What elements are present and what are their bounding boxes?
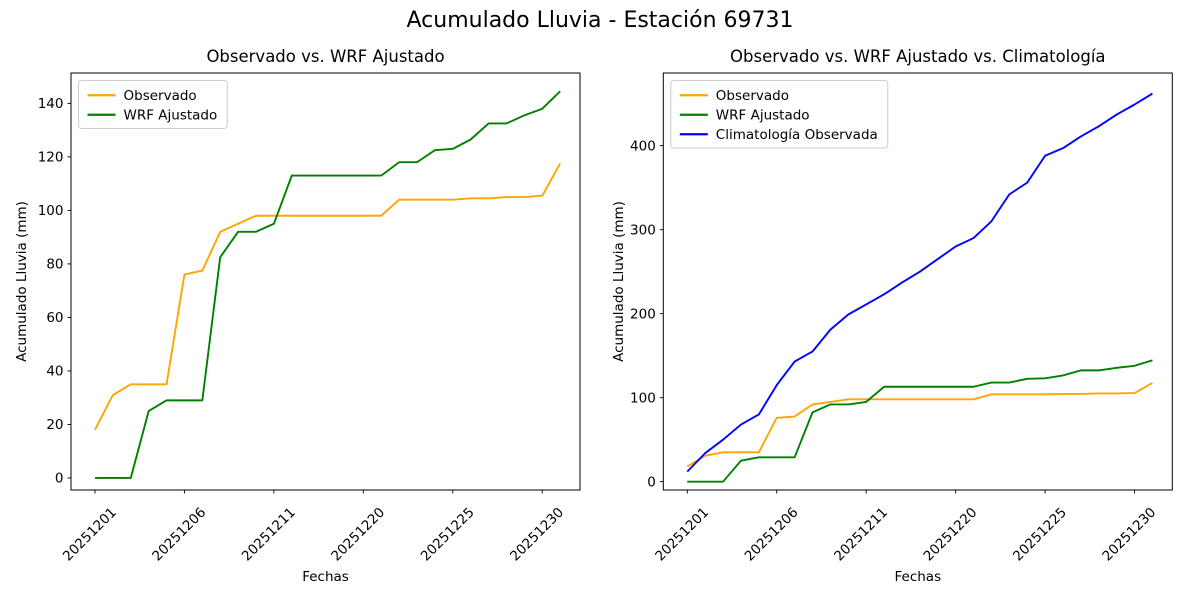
series-line-climatologia-observada (686, 92, 1153, 473)
x-tick-label: 20251211 (831, 505, 891, 565)
figure-title: Acumulado Lluvia - Estación 69731 (406, 8, 794, 33)
x-tick-label: 20251206 (742, 505, 802, 565)
y-tick-label: 140 (38, 96, 64, 112)
y-tick-label: 0 (647, 474, 656, 490)
chart-title: Observado vs. WRF Ajustado (206, 47, 444, 66)
y-tick-label: 20 (46, 417, 63, 433)
legend-label-observado: Observado (716, 88, 789, 104)
legend-label-wrf-ajustado: WRF Ajustado (124, 107, 218, 123)
y-tick-label: 400 (630, 138, 656, 154)
y-tick-label: 40 (46, 364, 63, 380)
legend-box (670, 80, 889, 149)
y-tick-label: 100 (38, 203, 64, 219)
x-tick-label: 20251220 (921, 505, 981, 565)
legend-label-climatologia-observada: Climatología Observada (716, 127, 878, 143)
y-tick-label: 300 (630, 222, 656, 238)
series-line-wrf-ajustado (687, 359, 1153, 483)
x-axis-label: Fechas (894, 569, 941, 585)
y-tick-label: 80 (46, 257, 63, 273)
x-tick-label: 20251201 (652, 505, 712, 565)
x-axis-label: Fechas (302, 569, 349, 585)
y-tick-label: 200 (630, 306, 656, 322)
y-axis-label: Acumulado Lluvia (mm) (611, 201, 627, 362)
legend-box (78, 80, 228, 129)
chart-title: Observado vs. WRF Ajustado vs. Climatolo… (730, 47, 1106, 66)
y-tick-label: 120 (38, 150, 64, 166)
plot-area (662, 72, 1173, 491)
x-tick-label: 20251230 (1099, 505, 1159, 565)
y-tick-label: 0 (55, 471, 64, 487)
y-axis-label: Acumulado Lluvia (mm) (14, 201, 30, 362)
series-line-observado (686, 382, 1153, 468)
plot-area (70, 72, 581, 491)
series-line-wrf-ajustado (94, 90, 561, 479)
legend-label-observado: Observado (124, 88, 197, 104)
y-tick-label: 60 (46, 310, 63, 326)
y-tick-label: 100 (630, 390, 656, 406)
legend-label-wrf-ajustado: WRF Ajustado (716, 107, 810, 123)
x-tick-label: 20251225 (1010, 505, 1070, 565)
series-line-observado (94, 163, 561, 431)
